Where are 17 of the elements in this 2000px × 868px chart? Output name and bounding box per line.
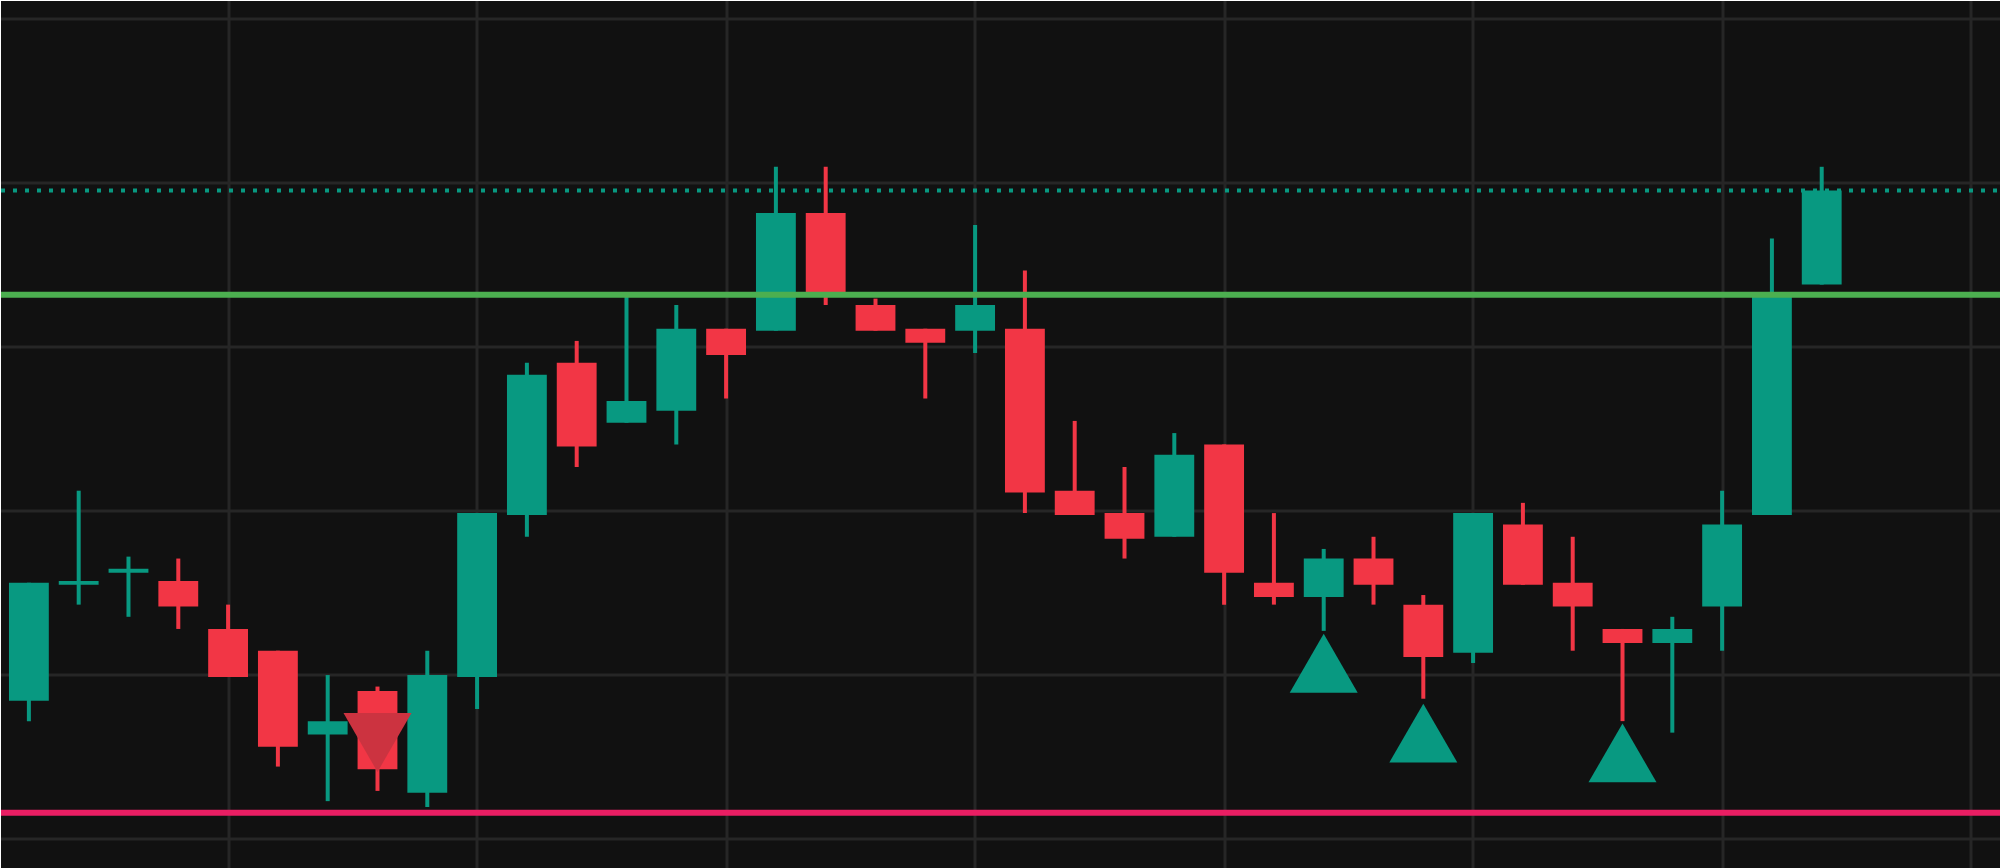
candlestick bbox=[1104, 465, 1145, 561]
candlestick bbox=[208, 602, 249, 679]
candlestick bbox=[307, 673, 348, 804]
candlestick bbox=[606, 292, 647, 425]
candlestick bbox=[1652, 614, 1693, 735]
candlestick bbox=[905, 326, 946, 401]
candlestick bbox=[158, 556, 199, 631]
candlestick bbox=[1602, 626, 1643, 724]
candlestick bbox=[706, 326, 747, 401]
candlestick bbox=[855, 296, 896, 333]
candlestick bbox=[1253, 511, 1294, 607]
candlestick bbox=[58, 488, 99, 607]
candlestick bbox=[108, 554, 149, 619]
candlestick bbox=[1054, 418, 1095, 518]
candlestick bbox=[1552, 534, 1593, 653]
candlestick bbox=[955, 223, 996, 356]
candlestick bbox=[1353, 534, 1394, 607]
